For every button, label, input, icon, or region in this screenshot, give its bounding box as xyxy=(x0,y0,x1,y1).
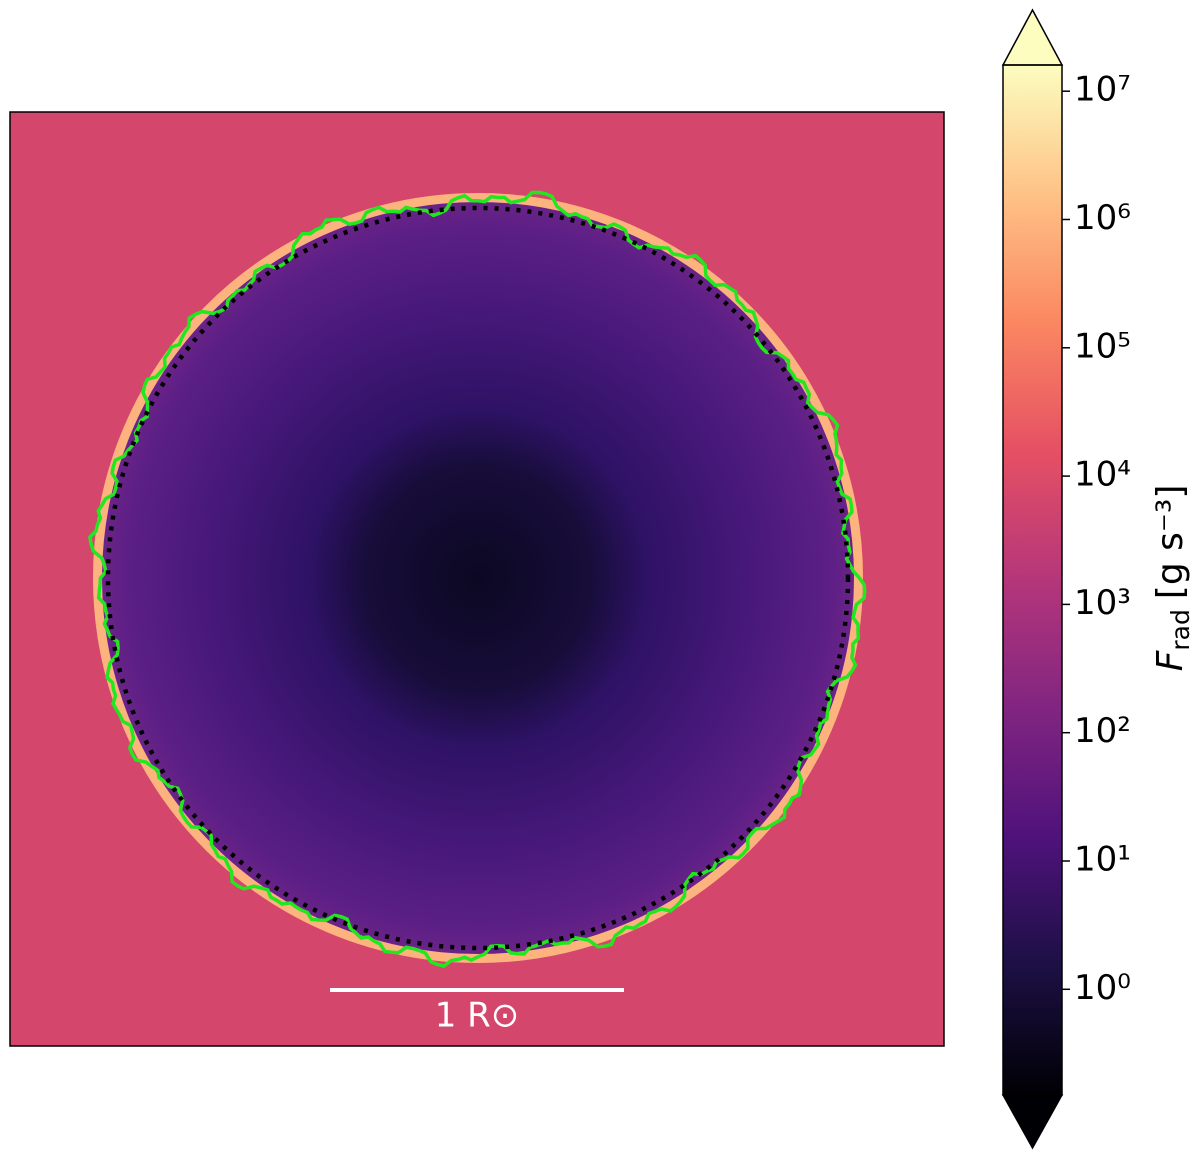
tick-label: 10⁴ xyxy=(1074,455,1131,495)
tick-label: 10¹ xyxy=(1074,839,1131,879)
tick-label: 10³ xyxy=(1074,583,1131,623)
colorbar-body xyxy=(1003,65,1062,1095)
image-panel: 1 R⊙ xyxy=(10,112,944,1046)
extend-max xyxy=(1001,8,1064,66)
colorbar-label: Frad [g s⁻³] xyxy=(1150,485,1195,672)
contour xyxy=(88,190,867,969)
label-symbol: F xyxy=(1150,649,1191,671)
label-subscript: rad xyxy=(1166,609,1195,650)
tick-label: 10⁶ xyxy=(1074,198,1131,238)
tick-label: 10⁵ xyxy=(1074,326,1131,366)
tick-label: 10⁷ xyxy=(1074,70,1131,110)
panel-frame xyxy=(9,111,945,1047)
tick-label: 10² xyxy=(1074,711,1131,751)
star-interior xyxy=(102,202,854,954)
tick-label: 10⁰ xyxy=(1074,968,1131,1008)
colorbar: 10⁰ 10¹ 10² 10³ 10⁴ 10⁵ 10⁶ 10⁷ xyxy=(1001,8,1131,1150)
reference-circle xyxy=(105,205,851,951)
colorbar-frame xyxy=(1002,64,1063,1096)
scale-bar-label: 1 R⊙ xyxy=(435,996,520,1036)
label-units: [g s⁻³] xyxy=(1150,485,1191,600)
extend-min xyxy=(1001,1094,1064,1150)
